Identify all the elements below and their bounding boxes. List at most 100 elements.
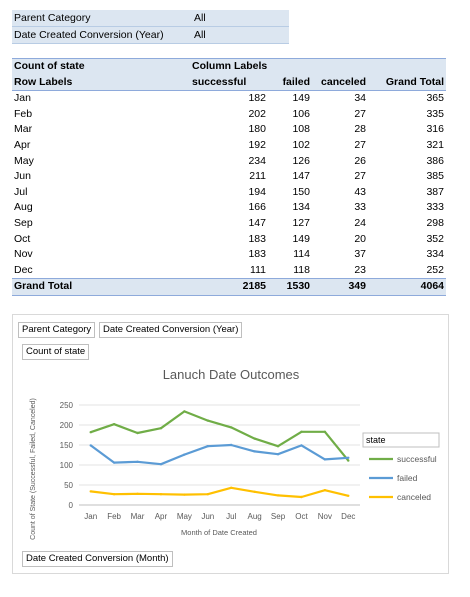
data-point-successful[interactable]: [230, 426, 233, 429]
row-label[interactable]: Feb: [14, 107, 33, 120]
chart-legend[interactable]: state successful failed canceled: [362, 432, 440, 502]
data-point-canceled[interactable]: [112, 493, 116, 496]
chart-values-button[interactable]: Count of state: [22, 344, 90, 360]
data-point-failed[interactable]: [323, 458, 327, 461]
data-point-canceled[interactable]: [347, 494, 350, 497]
cell-canceled: 34: [354, 92, 366, 105]
data-point-canceled[interactable]: [230, 486, 233, 489]
legend-field-button[interactable]: state: [366, 435, 386, 445]
data-point-canceled[interactable]: [136, 492, 139, 495]
cell-canceled: 43: [354, 185, 366, 198]
row-label[interactable]: Apr: [14, 138, 31, 151]
pivot-row-jan: Jan 182 149 34 365: [12, 91, 446, 107]
row-label[interactable]: Jan: [14, 92, 31, 105]
row-label[interactable]: Jul: [14, 185, 28, 198]
data-point-successful[interactable]: [206, 419, 209, 422]
cell-total: 387: [426, 185, 444, 198]
data-point-successful[interactable]: [159, 427, 163, 430]
data-point-failed[interactable]: [300, 444, 303, 447]
cell-successful: 183: [248, 232, 266, 245]
data-point-failed[interactable]: [253, 450, 256, 453]
series-line-failed[interactable]: [90, 443, 349, 466]
chart-filter-parent-category-button[interactable]: Parent Category: [18, 322, 96, 338]
x-axis-title: Month of Date Created: [181, 528, 257, 537]
data-point-successful[interactable]: [136, 431, 139, 435]
row-label[interactable]: Dec: [14, 263, 33, 276]
data-point-successful[interactable]: [276, 445, 280, 448]
cell-successful: 147: [248, 216, 266, 229]
legend-field-button-box[interactable]: [362, 432, 440, 448]
data-point-canceled[interactable]: [89, 490, 92, 493]
chart-axis-field-button[interactable]: Date Created Conversion (Month): [22, 551, 173, 567]
series-line-canceled[interactable]: [90, 486, 349, 499]
row-label[interactable]: Aug: [14, 201, 33, 214]
row-label[interactable]: Mar: [14, 123, 33, 136]
cell-canceled: 27: [354, 170, 366, 183]
data-point-failed[interactable]: [159, 463, 163, 466]
row-label[interactable]: Sep: [14, 216, 33, 229]
col-successful-header: successful: [190, 74, 268, 92]
legend-label-successful: successful: [397, 454, 437, 464]
filter-date-created-year[interactable]: Date Created Conversion (Year) All: [12, 27, 289, 44]
cell-failed: 108: [292, 123, 310, 136]
row-label[interactable]: Nov: [14, 248, 33, 261]
cell-successful: 202: [248, 107, 266, 120]
cell-failed: 118: [293, 263, 310, 276]
row-label[interactable]: Jun: [14, 170, 31, 183]
data-point-canceled[interactable]: [323, 489, 327, 492]
pivot-row-aug: Aug 166 134 33 333: [12, 200, 446, 216]
pivot-body: Jan 182 149 34 365 Feb 202 106 27 335 Mar 180 108 28 3…: [12, 91, 446, 279]
cell-successful: 182: [248, 92, 266, 105]
filter-value[interactable]: All: [194, 12, 206, 24]
data-point-failed[interactable]: [347, 456, 350, 459]
data-point-canceled[interactable]: [300, 495, 303, 499]
x-tick-label: Mar: [131, 512, 145, 521]
y-tick-label: 100: [60, 461, 74, 470]
x-tick-label: Jul: [226, 512, 236, 521]
values-label[interactable]: Count of state: [12, 57, 190, 75]
data-point-successful[interactable]: [183, 410, 186, 413]
data-point-canceled[interactable]: [183, 493, 186, 496]
column-labels-header[interactable]: Column Labels: [190, 57, 446, 75]
data-point-successful[interactable]: [323, 430, 327, 433]
x-axis-tick-labels: Jan Feb Mar Apr May Jun Jul Aug Sep Oct Nov Dec: [84, 512, 355, 521]
row-label[interactable]: Oct: [14, 232, 31, 245]
data-point-failed[interactable]: [206, 445, 209, 448]
data-point-failed[interactable]: [89, 444, 92, 447]
cell-successful: 234: [248, 154, 266, 167]
data-point-failed[interactable]: [112, 461, 116, 464]
grand-total-total: 4064: [368, 278, 446, 296]
cell-total: 385: [426, 170, 444, 183]
data-point-canceled[interactable]: [253, 490, 256, 493]
pivot-chart[interactable]: Parent Category Date Created Conversion …: [12, 314, 449, 574]
data-point-successful[interactable]: [300, 430, 303, 433]
data-point-successful[interactable]: [89, 431, 92, 434]
x-tick-label: Dec: [341, 512, 355, 521]
cell-total: 298: [426, 216, 444, 229]
grand-total-failed: 1530: [268, 278, 312, 296]
data-point-canceled[interactable]: [276, 494, 280, 497]
data-point-successful[interactable]: [112, 423, 116, 426]
filter-parent-category[interactable]: Parent Category All: [12, 10, 289, 27]
filter-value[interactable]: All: [194, 29, 206, 41]
row-label[interactable]: May: [14, 154, 34, 167]
data-point-failed[interactable]: [136, 460, 139, 463]
cell-canceled: 27: [354, 107, 366, 120]
data-point-canceled[interactable]: [206, 493, 209, 496]
x-tick-label: Sep: [271, 512, 286, 521]
grand-total-successful: 2185: [190, 278, 268, 296]
chart-filter-year-button[interactable]: Date Created Conversion (Year): [99, 322, 243, 338]
cell-canceled: 23: [354, 263, 366, 276]
series-line-successful[interactable]: [90, 410, 350, 462]
data-point-failed[interactable]: [276, 453, 280, 456]
data-point-successful[interactable]: [347, 459, 350, 462]
data-point-canceled[interactable]: [159, 493, 163, 496]
pivot-row-jun: Jun 211 147 27 385: [12, 169, 446, 185]
cell-total: 334: [426, 248, 444, 261]
cell-total: 352: [426, 232, 444, 245]
row-labels-header[interactable]: Row Labels: [12, 74, 190, 92]
data-point-failed[interactable]: [230, 443, 233, 447]
data-point-failed[interactable]: [183, 453, 186, 456]
data-point-successful[interactable]: [253, 437, 256, 440]
pivot-table: Count of state Column Labels Row Labels …: [12, 57, 446, 296]
